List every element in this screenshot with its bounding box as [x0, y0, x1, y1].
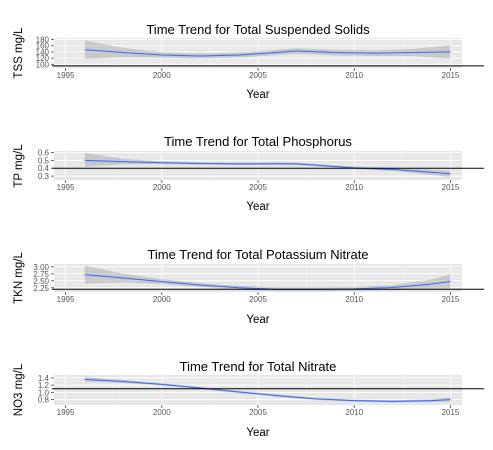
y-tick-label: 0.6	[38, 149, 50, 158]
confidence-ribbon	[84, 377, 451, 403]
x-tick-label: 2000	[153, 183, 171, 192]
x-tick-label: 1995	[57, 183, 75, 192]
y-axis-title: TKN mg/L	[13, 252, 25, 304]
y-tick-label: 0.8	[38, 396, 50, 405]
y-tick-label: 100	[36, 60, 50, 69]
chart-panel-2: 1995 2000 2005 2010 2015 0.30.40.50.6 Time Tre…	[13, 134, 484, 213]
x-tick-label: 2005	[249, 295, 267, 304]
y-tick-label: 2.75	[33, 270, 49, 279]
chart-title: Time Trend for Total Suspended Solids	[146, 22, 370, 37]
x-tick-label: 2015	[442, 408, 460, 417]
x-tick-label: 2015	[442, 183, 460, 192]
x-tick-label: 2005	[249, 71, 267, 80]
confidence-ribbon	[84, 265, 451, 292]
x-tick-label: 1995	[57, 71, 75, 80]
chart-title: Time Trend for Total Potassium Nitrate	[147, 247, 368, 262]
x-axis-title: Year	[246, 201, 269, 213]
x-tick-label: 1995	[57, 295, 75, 304]
y-tick-label: 2.50	[33, 277, 49, 286]
y-tick-label: 0.3	[38, 172, 50, 181]
x-tick-label: 2005	[249, 408, 267, 417]
x-axis-title: Year	[246, 89, 269, 101]
x-tick-label: 2005	[249, 183, 267, 192]
x-tick-label: 1995	[57, 408, 75, 417]
trend-line	[84, 378, 451, 402]
x-tick-label: 2015	[442, 71, 460, 80]
chart-panel-3: 1995 2000 2005 2010 2015 2.252.502.753.00 Time…	[13, 247, 484, 326]
chart-title: Time Trend for Total Phosphorus	[164, 134, 352, 149]
y-axis-title: TP mg/L	[13, 144, 25, 188]
y-tick-label: 3.00	[33, 263, 49, 272]
x-tick-label: 2015	[442, 295, 460, 304]
x-axis-title: Year	[246, 427, 269, 439]
y-tick-label: 0.5	[38, 156, 50, 165]
grid	[54, 38, 462, 68]
x-tick-label: 2010	[345, 183, 363, 192]
chart-title: Time Trend for Total Nitrate	[180, 359, 337, 374]
trend-line	[84, 49, 451, 57]
y-tick-label: 0.4	[38, 164, 50, 173]
confidence-ribbon	[84, 152, 451, 177]
y-tick-label: 180	[36, 36, 50, 45]
y-axis-title: NO3 mg/L	[13, 363, 25, 416]
x-tick-label: 2000	[153, 71, 171, 80]
y-axis-title: TSS mg/L	[13, 27, 25, 79]
chart-panel-4: 1995 2000 2005 2010 2015 0.81.01.21.4 Time Tre…	[13, 359, 484, 439]
x-tick-label: 2010	[345, 71, 363, 80]
x-tick-label: 2010	[345, 408, 363, 417]
y-tick-label: 120	[36, 54, 50, 63]
y-tick-label: 1.0	[38, 388, 50, 397]
grid	[54, 375, 462, 405]
x-tick-label: 2000	[153, 295, 171, 304]
y-tick-label: 2.25	[33, 284, 49, 293]
y-tick-label: 140	[36, 48, 50, 57]
confidence-ribbon	[84, 40, 451, 60]
x-tick-label: 2010	[345, 295, 363, 304]
y-tick-label: 1.4	[38, 374, 50, 383]
y-tick-label: 1.2	[38, 381, 50, 390]
x-tick-label: 2000	[153, 408, 171, 417]
x-axis-title: Year	[246, 314, 269, 326]
y-tick-label: 160	[36, 42, 50, 51]
